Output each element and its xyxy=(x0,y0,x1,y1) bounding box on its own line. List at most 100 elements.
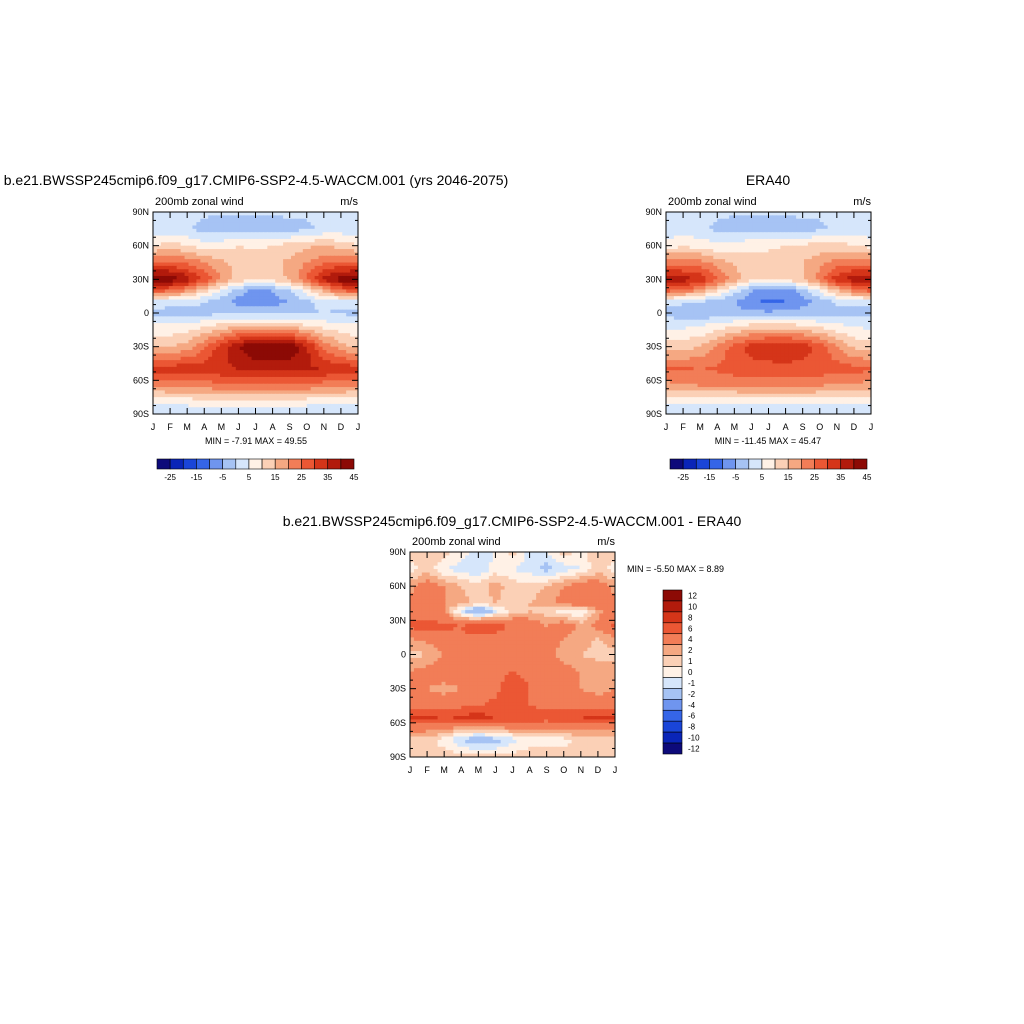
contour-cell xyxy=(271,390,276,395)
contour-cell xyxy=(697,218,703,223)
contour-cell xyxy=(338,302,343,307)
contour-cell xyxy=(255,296,261,301)
contour-cell xyxy=(705,302,710,307)
contour-cell xyxy=(168,383,174,388)
contour-cell xyxy=(725,215,730,220)
contour-cell xyxy=(180,313,186,317)
contour-cell xyxy=(815,269,821,274)
contour-cell xyxy=(697,245,703,250)
contour-cell xyxy=(160,232,166,237)
contour-cell xyxy=(231,259,237,264)
contour-cell xyxy=(693,218,699,223)
contour-cell xyxy=(350,272,355,277)
contour-cell xyxy=(192,252,197,257)
contour-cell xyxy=(693,296,699,301)
contour-cell xyxy=(784,292,789,297)
contour-cell xyxy=(705,296,710,301)
contour-cell xyxy=(800,259,805,264)
contour-cell xyxy=(223,249,229,253)
contour-cell xyxy=(255,306,261,311)
contour-cell xyxy=(748,252,754,257)
contour-cell xyxy=(843,262,848,267)
contour-cell xyxy=(164,289,170,294)
contour-cell xyxy=(756,323,762,328)
contour-cell xyxy=(290,242,296,247)
contour-cell xyxy=(342,225,347,230)
contour-cell xyxy=(851,232,856,237)
contour-cell xyxy=(247,329,253,334)
contour-cell xyxy=(196,363,201,368)
contour-cell xyxy=(701,319,707,324)
contour-cell xyxy=(235,259,241,264)
contour-cell xyxy=(267,380,272,385)
contour-cell xyxy=(287,242,292,247)
contour-cell xyxy=(756,245,762,250)
contour-cell xyxy=(669,299,675,304)
contour-cell xyxy=(788,252,793,257)
contour-cell xyxy=(298,319,304,324)
contour-cell xyxy=(263,269,268,274)
contour-cell xyxy=(259,242,264,247)
contour-cell xyxy=(200,407,205,412)
contour-cell xyxy=(283,245,288,250)
contour-cell xyxy=(172,242,178,247)
contour-cell xyxy=(326,225,331,230)
contour-cell xyxy=(322,255,328,260)
contour-cell xyxy=(685,313,691,317)
contour-cell xyxy=(294,370,300,375)
contour-cell xyxy=(835,232,841,237)
contour-cell xyxy=(326,212,331,216)
contour-cell xyxy=(701,215,707,220)
contour-cell xyxy=(776,235,781,240)
contour-cell xyxy=(326,336,331,341)
contour-cell xyxy=(223,360,229,365)
contour-cell xyxy=(705,212,710,216)
contour-cell xyxy=(263,286,268,291)
contour-cell xyxy=(180,249,186,253)
contour-cell xyxy=(729,255,734,260)
contour-cell xyxy=(756,232,762,237)
contour-cell xyxy=(192,410,197,414)
contour-cell xyxy=(685,265,691,270)
contour-cell xyxy=(231,333,237,338)
contour-cell xyxy=(666,262,671,267)
contour-cell xyxy=(823,316,829,321)
contour-cell xyxy=(200,333,205,338)
contour-cell xyxy=(216,376,221,381)
contour-cell xyxy=(156,238,162,243)
contour-cell xyxy=(827,313,833,317)
contour-cell xyxy=(733,262,738,267)
contour-cell xyxy=(275,259,280,264)
contour-cell xyxy=(247,269,253,274)
contour-cell xyxy=(188,306,194,311)
contour-cell xyxy=(180,225,186,230)
contour-cell xyxy=(843,242,848,247)
contour-cell xyxy=(212,376,217,381)
contour-cell xyxy=(298,242,304,247)
contour-cell xyxy=(196,370,201,375)
contour-cell xyxy=(283,238,288,243)
contour-cell xyxy=(279,302,284,307)
contour-cell xyxy=(334,309,339,314)
contour-cell xyxy=(239,282,245,287)
contour-cell xyxy=(744,299,750,304)
contour-cell xyxy=(330,225,335,230)
contour-cell xyxy=(784,323,789,328)
contour-cell xyxy=(176,242,182,247)
contour-cell xyxy=(204,238,209,243)
contour-cell xyxy=(752,292,758,297)
contour-cell xyxy=(259,296,264,301)
contour-cell xyxy=(338,289,343,294)
contour-cell xyxy=(298,403,304,408)
contour-cell xyxy=(263,329,268,334)
contour-cell xyxy=(796,218,801,223)
contour-cell xyxy=(843,289,848,294)
contour-cell xyxy=(223,323,229,328)
colorbar-label: -15 xyxy=(191,473,203,482)
contour-cell xyxy=(780,269,785,274)
contour-cell xyxy=(831,292,837,297)
contour-cell xyxy=(235,296,241,301)
contour-cell xyxy=(713,222,718,227)
contour-cell xyxy=(685,302,691,307)
contour-cell xyxy=(768,232,774,237)
